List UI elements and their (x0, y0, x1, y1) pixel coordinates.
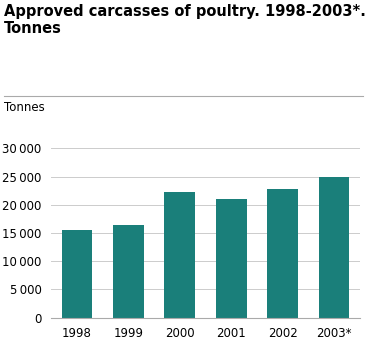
Bar (62, 230, 92, 318)
Text: Tonnes: Tonnes (4, 101, 44, 114)
Bar (113, 225, 144, 318)
Bar (216, 199, 247, 318)
Bar (164, 192, 195, 318)
Bar (267, 188, 298, 318)
Bar (319, 177, 349, 318)
Text: Approved carcasses of poultry. 1998-2003*. 1st half year.
Tonnes: Approved carcasses of poultry. 1998-2003… (4, 4, 367, 36)
